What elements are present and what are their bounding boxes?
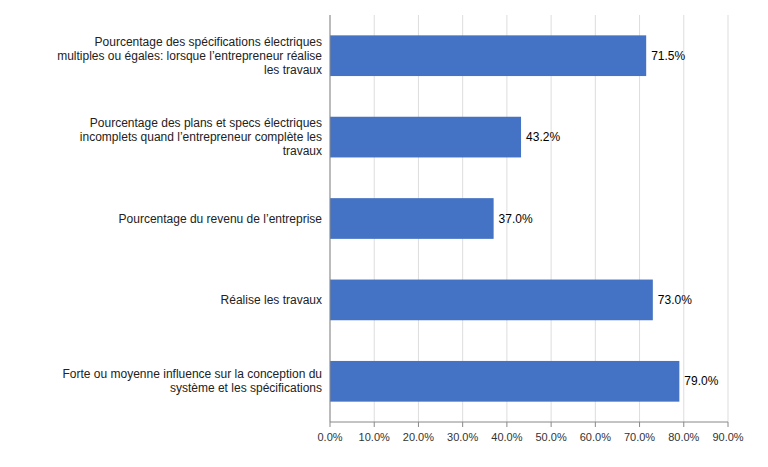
- tick-mark: [551, 422, 552, 427]
- x-axis-line: [330, 422, 728, 423]
- tick-mark: [639, 422, 640, 427]
- tick-label: 50.0%: [536, 431, 567, 443]
- grid-line: [683, 15, 684, 422]
- data-label: 43.2%: [526, 130, 560, 144]
- category-label-line: Forte ou moyenne influence sur la concep…: [63, 367, 323, 381]
- bars: [330, 35, 679, 401]
- tick-label: 40.0%: [491, 431, 522, 443]
- data-label: 71.5%: [651, 49, 685, 63]
- grid-line: [330, 15, 331, 422]
- bar: [330, 280, 653, 321]
- category-label: Pourcentage des spécifications électriqu…: [57, 35, 322, 77]
- data-labels: 79.0% 73.0% 37.0% 43.2% 71.5%: [499, 49, 719, 389]
- tick-mark: [595, 422, 596, 427]
- category-label-line: système et les spécifications: [170, 381, 322, 395]
- tick-mark: [462, 422, 463, 427]
- data-label: 79.0%: [684, 374, 718, 388]
- grid: [330, 15, 728, 422]
- bar: [330, 35, 646, 76]
- category-label-line: Pourcentage des plans et specs électriqu…: [90, 116, 322, 130]
- data-label: 37.0%: [499, 212, 533, 226]
- data-label: 73.0%: [658, 293, 692, 307]
- category-label: Pourcentage des plans et specs électriqu…: [80, 116, 322, 158]
- category-label-line: travaux: [283, 144, 322, 158]
- category-label: Réalise les travaux: [221, 293, 322, 307]
- category-label: Pourcentage du revenu de l’entreprise: [119, 212, 323, 226]
- bar: [330, 361, 679, 402]
- tick-label: 90.0%: [712, 431, 743, 443]
- tick-mark: [728, 422, 729, 427]
- tick-mark: [330, 422, 331, 427]
- category-label: Forte ou moyenne influence sur la concep…: [63, 367, 323, 395]
- tick-label: 30.0%: [447, 431, 478, 443]
- tick-label: 10.0%: [359, 431, 390, 443]
- grid-line: [728, 15, 729, 422]
- category-label-line: Réalise les travaux: [221, 293, 322, 307]
- category-label-line: incomplets quand l’entrepreneur complète…: [80, 130, 322, 144]
- x-axis: 0.0% 10.0% 20.0% 30.0% 40.0% 50.0% 60.0% 70.0% 8…: [317, 422, 743, 443]
- category-label-line: Pourcentage des spécifications électriqu…: [95, 35, 322, 49]
- y-axis-line: [330, 15, 331, 422]
- tick-mark: [374, 422, 375, 427]
- bar: [330, 198, 494, 239]
- tick-label: 0.0%: [317, 431, 342, 443]
- tick-label: 70.0%: [624, 431, 655, 443]
- tick-mark: [683, 422, 684, 427]
- tick-label: 80.0%: [668, 431, 699, 443]
- category-label-line: Pourcentage du revenu de l’entreprise: [119, 212, 323, 226]
- y-axis: Forte ou moyenne influence sur la concep…: [57, 35, 322, 396]
- category-label-line: les travaux: [264, 63, 322, 77]
- tick-mark: [418, 422, 419, 427]
- tick-mark: [506, 422, 507, 427]
- tick-label: 60.0%: [580, 431, 611, 443]
- bar: [330, 117, 521, 158]
- tick-label: 20.0%: [403, 431, 434, 443]
- chart: 0.0% 10.0% 20.0% 30.0% 40.0% 50.0% 60.0% 70.0% 8…: [0, 0, 768, 467]
- category-label-line: multiples ou égales: lorsque l’entrepren…: [57, 49, 322, 63]
